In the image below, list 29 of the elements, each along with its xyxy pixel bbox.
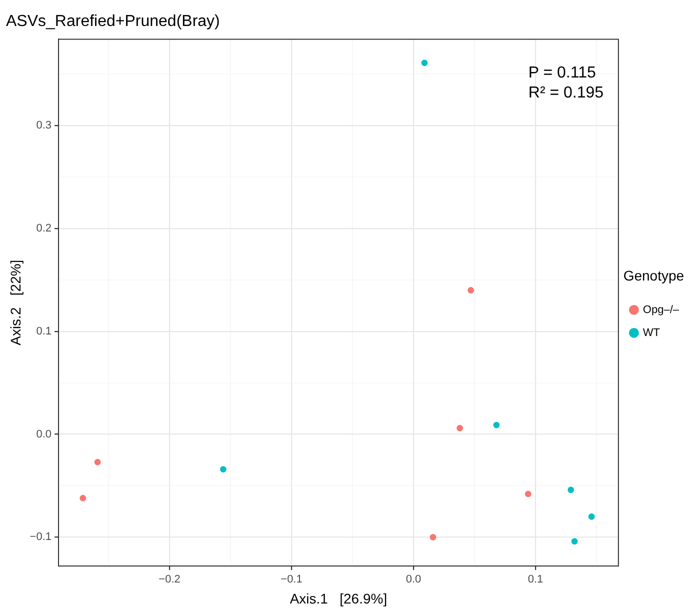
legend-title: Genotype — [623, 267, 684, 284]
annotation: P = 0.115 — [528, 64, 596, 82]
point — [456, 424, 464, 432]
chart-title: ASVs_Rarefied+Pruned(Bray) — [6, 13, 220, 30]
x-tick-label: 0.0 — [406, 574, 422, 586]
legend-label: Opg–/– — [642, 304, 680, 316]
point — [80, 494, 86, 502]
point — [493, 422, 500, 428]
y-tick-label: 0.0 — [36, 428, 52, 440]
x-tick-label: −0.2 — [158, 574, 180, 586]
y-tick-label: 0.2 — [36, 222, 52, 235]
point — [568, 486, 574, 494]
x-tick-label: −0.1 — [280, 574, 302, 586]
point — [430, 534, 436, 540]
y-tick-label: 0.1 — [36, 325, 52, 338]
x-axis-title: Axis.1 [26.9%] — [290, 590, 388, 606]
point — [571, 538, 578, 545]
y-tick-label: −0.1 — [30, 531, 52, 544]
point — [94, 458, 101, 466]
y-axis-title: Axis.2 [22%] — [7, 260, 24, 346]
point — [220, 466, 226, 472]
y-tick-label: 0.3 — [36, 120, 52, 132]
point — [421, 60, 428, 66]
point — [524, 490, 532, 498]
point — [588, 513, 595, 520]
legend-label: WT — [642, 326, 660, 339]
point — [468, 287, 474, 294]
annotation: R² = 0.195 — [528, 84, 604, 102]
x-tick-label: 0.1 — [528, 574, 544, 586]
